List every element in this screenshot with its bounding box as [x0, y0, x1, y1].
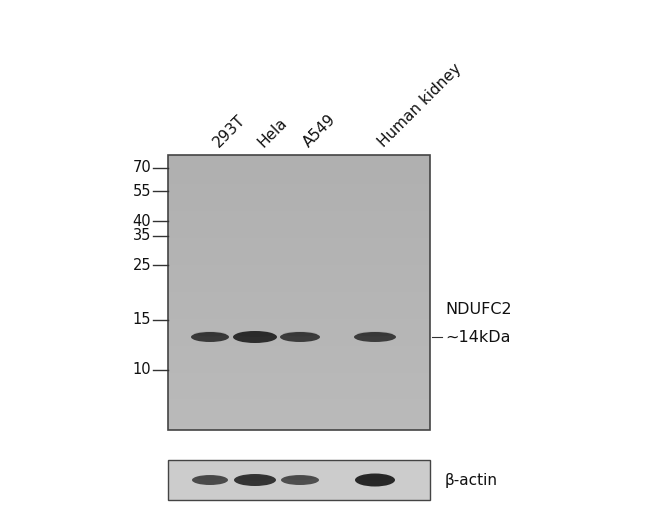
Text: Hela: Hela — [255, 115, 290, 150]
Text: 15: 15 — [133, 313, 151, 328]
Ellipse shape — [234, 474, 276, 486]
Ellipse shape — [194, 332, 226, 336]
Ellipse shape — [281, 475, 319, 485]
Ellipse shape — [238, 476, 272, 480]
Ellipse shape — [357, 332, 393, 336]
Text: 10: 10 — [133, 362, 151, 378]
Bar — [168, 460, 430, 500]
Ellipse shape — [191, 332, 229, 342]
Text: A549: A549 — [300, 112, 339, 150]
Ellipse shape — [280, 332, 320, 342]
Bar — [168, 155, 430, 430]
Text: Human kidney: Human kidney — [375, 61, 464, 150]
Text: ~14kDa: ~14kDa — [445, 331, 510, 345]
Text: 25: 25 — [133, 257, 151, 272]
Text: 35: 35 — [133, 228, 151, 243]
Ellipse shape — [192, 475, 228, 485]
Text: 70: 70 — [132, 161, 151, 175]
Text: NDUFC2: NDUFC2 — [445, 303, 512, 318]
Text: β-actin: β-actin — [445, 473, 498, 488]
Ellipse shape — [196, 476, 224, 480]
Ellipse shape — [233, 331, 277, 343]
Ellipse shape — [355, 474, 395, 487]
Ellipse shape — [359, 475, 391, 480]
Ellipse shape — [354, 332, 396, 342]
Text: 293T: 293T — [210, 112, 248, 150]
Text: 55: 55 — [133, 184, 151, 199]
Ellipse shape — [283, 332, 317, 336]
Ellipse shape — [285, 476, 315, 480]
Ellipse shape — [237, 331, 274, 337]
Text: 40: 40 — [133, 214, 151, 228]
